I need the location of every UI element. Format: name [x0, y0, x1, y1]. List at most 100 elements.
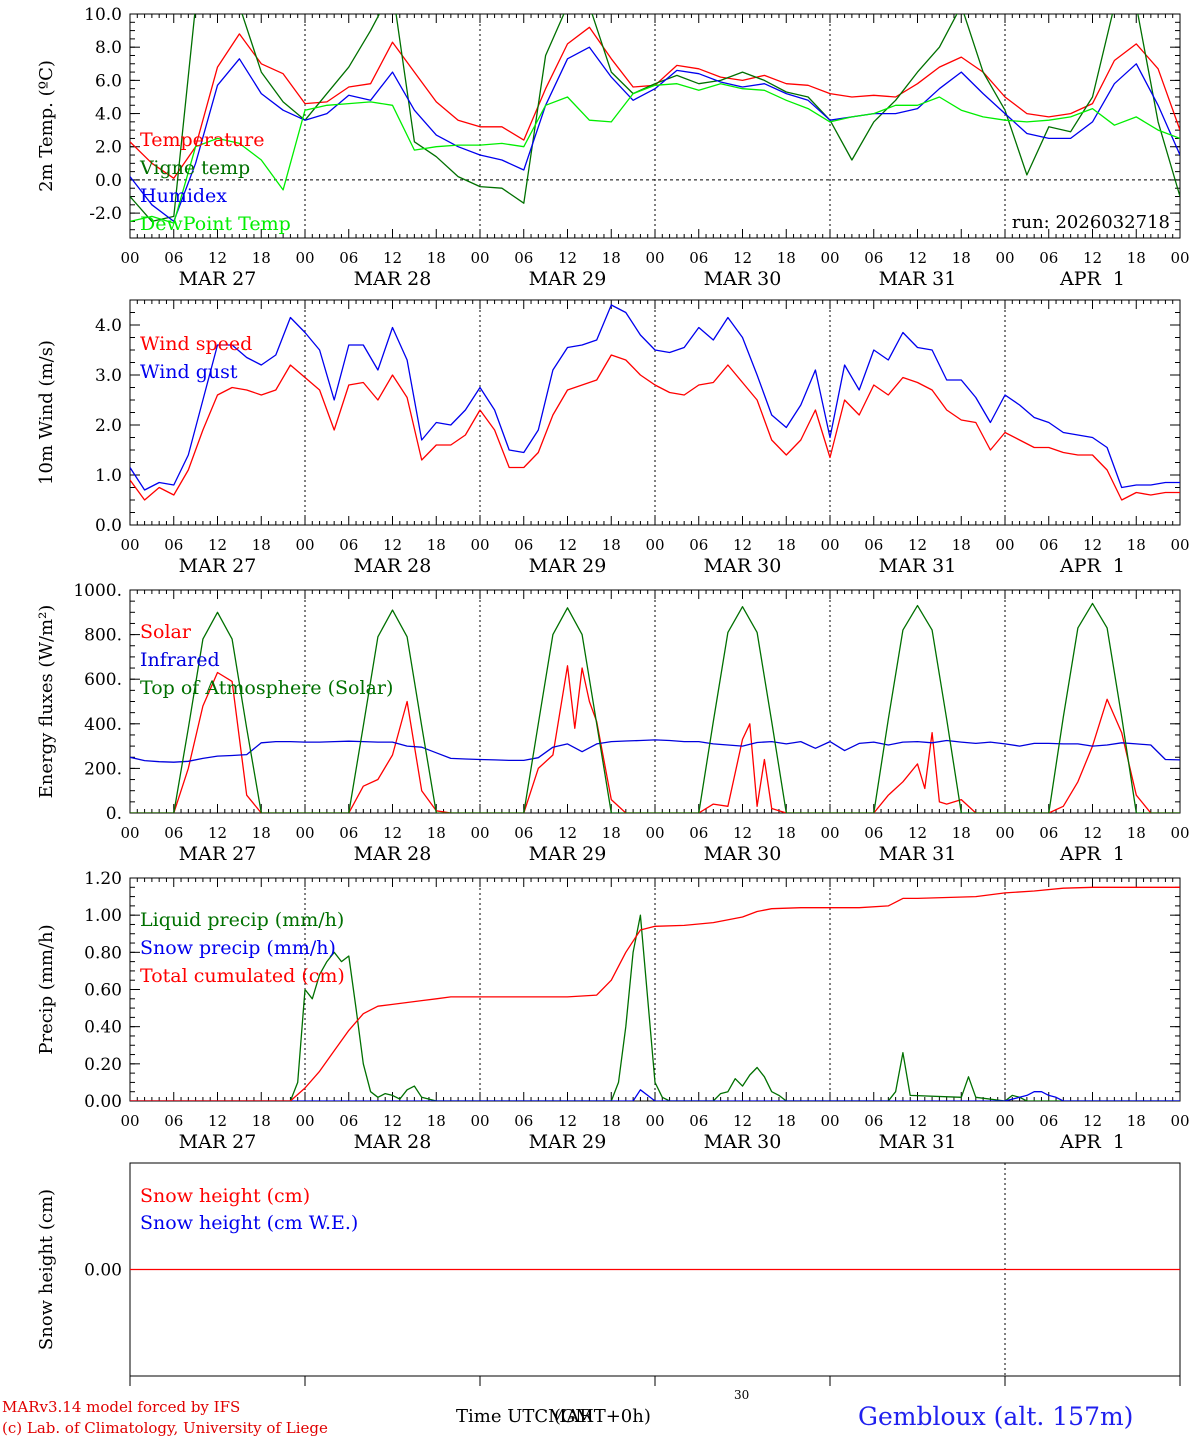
x-tick-label: 00 [820, 824, 839, 842]
legend-entry: Wind gust [140, 361, 238, 383]
series-line-wind-speed [130, 354, 1180, 501]
x-tick-label: 06 [864, 824, 883, 842]
x-tick-label: 18 [602, 536, 621, 554]
y-tick-label: 200. [84, 759, 122, 779]
y-tick-label: 1000. [73, 581, 122, 601]
x-tick-label: 18 [777, 249, 796, 267]
x-tick-label: 18 [427, 824, 446, 842]
y-axis-title: Energy fluxes (W/m²) [36, 605, 57, 799]
panel-snow: 0.00 Snow height (cm) Snow height (cm) Snow… [36, 1162, 1181, 1386]
y-tick-label: 0.00 [84, 1261, 122, 1281]
x-tick-label: 00 [120, 824, 139, 842]
x-tick-label: 12 [208, 249, 227, 267]
x-tick-label: 00 [645, 249, 664, 267]
x-tick-label: 18 [952, 249, 971, 267]
x-tick-label: 12 [1083, 824, 1102, 842]
day-label: MAR 27 [179, 268, 257, 290]
x-tick-label: 18 [602, 1112, 621, 1130]
day-label: MAR 28 [354, 555, 432, 577]
day-label: MAR 31 [879, 1131, 957, 1153]
x-tick-label: 18 [252, 249, 271, 267]
x-tick-label: 00 [295, 249, 314, 267]
series-line-dewpoint-temp [130, 83, 1180, 224]
x-tick-label: 18 [427, 536, 446, 554]
x-tick-label: 06 [1039, 536, 1058, 554]
x-tick-label: 00 [995, 536, 1014, 554]
series-line-humidex [130, 46, 1180, 223]
x-tick-label: 00 [470, 1112, 489, 1130]
day-label: APR 1 [1059, 843, 1125, 865]
legend-entry: Temperature [140, 129, 264, 151]
x-tick-label: 06 [1039, 824, 1058, 842]
y-tick-label: 400. [84, 715, 122, 735]
x-tick-label: 00 [470, 824, 489, 842]
legend-entry: DewPoint Temp [140, 213, 291, 235]
y-axis-title: 10m Wind (m/s) [36, 340, 57, 485]
day-label: MAR 30 [704, 843, 782, 865]
y-tick-label: 2.0 [95, 416, 122, 436]
x-tick-label: 18 [777, 824, 796, 842]
x-tick-label: 18 [1127, 824, 1146, 842]
day-label: APR 1 [1059, 1131, 1125, 1153]
x-tick-label: 18 [952, 824, 971, 842]
series-line-liquid-precip-mm-h- [130, 914, 1180, 1101]
day-label: MAR 28 [354, 1131, 432, 1153]
x-tick-label: 00 [645, 1112, 664, 1130]
x-tick-label: 12 [1083, 249, 1102, 267]
x-tick-label: 00 [295, 1112, 314, 1130]
day-label: MAR 31 [879, 268, 957, 290]
x-axis-overlap-label: MAR [548, 1406, 593, 1427]
y-tick-label: 3.0 [95, 366, 122, 386]
x-tick-label: 00 [995, 824, 1014, 842]
y-tick-label: 0. [106, 804, 122, 824]
series-line-wind-gust [130, 304, 1180, 491]
station-name: Gembloux (alt. 157m) [858, 1402, 1134, 1431]
series-line-solar [130, 665, 1180, 813]
day-label: MAR 29 [529, 555, 607, 577]
x-tick-label: 00 [820, 249, 839, 267]
day-label: MAR 28 [354, 843, 432, 865]
x-tick-label: 06 [164, 536, 183, 554]
x-tick-label: 18 [952, 1112, 971, 1130]
x-tick-label: 12 [208, 536, 227, 554]
x-tick-label: 06 [689, 1112, 708, 1130]
y-tick-label: 0.60 [84, 981, 122, 1001]
day-label: APR 1 [1059, 555, 1125, 577]
x-tick-label: 00 [1170, 1112, 1189, 1130]
x-tick-label: 12 [208, 1112, 227, 1130]
x-tick-label: 12 [733, 1112, 752, 1130]
legend-entry: Liquid precip (mm/h) [140, 909, 344, 931]
x-tick-label: 06 [514, 824, 533, 842]
series-line-total-cumulated-cm- [130, 886, 1180, 1101]
x-tick-label: 12 [908, 824, 927, 842]
x-tick-label: 00 [120, 1112, 139, 1130]
y-tick-label: 800. [84, 626, 122, 646]
day-label: MAR 29 [529, 1131, 607, 1153]
x-tick-label: 06 [514, 1112, 533, 1130]
y-tick-label: 0.40 [84, 1018, 122, 1038]
y-tick-label: 0.0 [95, 171, 122, 191]
x-tick-label: 12 [733, 536, 752, 554]
x-tick-label: 18 [1127, 1112, 1146, 1130]
x-tick-label: 18 [777, 536, 796, 554]
x-tick-label: 12 [558, 1112, 577, 1130]
y-axis-title: 2m Temp. (ºC) [36, 60, 57, 192]
y-tick-label: 0.20 [84, 1055, 122, 1075]
x-tick-label: 06 [164, 824, 183, 842]
x-axis-overlap-number: 30 [734, 1388, 750, 1402]
x-tick-label: 12 [383, 249, 402, 267]
x-tick-label: 12 [383, 1112, 402, 1130]
x-tick-label: 00 [120, 536, 139, 554]
x-tick-label: 00 [1170, 249, 1189, 267]
legend-entry: Snow height (cm) [140, 1185, 310, 1207]
y-tick-label: 1.20 [84, 869, 122, 889]
x-tick-label: 00 [820, 536, 839, 554]
x-tick-label: 06 [864, 1112, 883, 1130]
x-tick-label: 06 [864, 536, 883, 554]
x-tick-label: 12 [383, 824, 402, 842]
x-tick-label: 00 [1170, 536, 1189, 554]
panel-precip: 0.00 0.20 0.40 0.60 0.80 1.00 1.20 00 06 12 18 00 06… [36, 869, 1190, 1153]
x-tick-label: 06 [164, 1112, 183, 1130]
model-credit: MARv3.14 model forced by IFS [2, 1398, 241, 1416]
